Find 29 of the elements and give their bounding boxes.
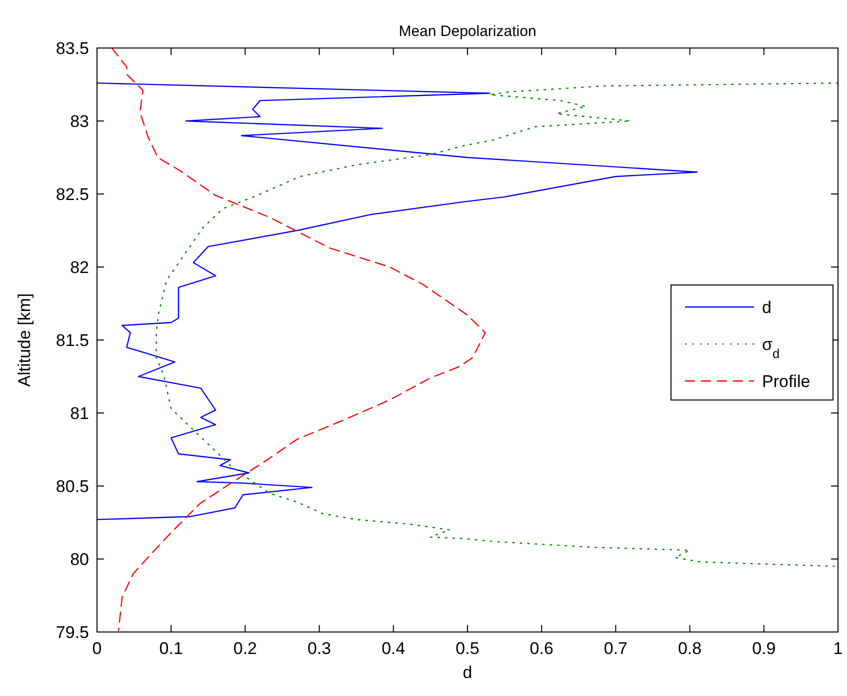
line-series xyxy=(156,82,839,567)
y-tick-label: 82 xyxy=(70,258,89,277)
y-axis-title: Altitude [km] xyxy=(15,293,34,387)
x-tick-label: 0.2 xyxy=(233,639,258,658)
y-tick-label: 83 xyxy=(70,112,89,131)
x-tick-label: 0.5 xyxy=(456,639,480,658)
x-tick-label: 0.8 xyxy=(678,639,702,658)
y-tick-label: 81 xyxy=(70,404,89,423)
y-tick-label: 80.5 xyxy=(56,477,89,496)
x-tick-label: 1 xyxy=(833,639,843,658)
x-tick-label: 0.7 xyxy=(604,639,628,658)
x-tick-label: 0.9 xyxy=(752,639,776,658)
line-series xyxy=(96,82,698,520)
x-tick-label: 0.1 xyxy=(159,639,183,658)
chart-title: Mean Depolarization xyxy=(398,23,536,40)
line-series xyxy=(111,47,486,632)
x-axis-title: d xyxy=(462,663,472,682)
x-tick-label: 0.6 xyxy=(530,639,554,658)
x-tick-label: 0 xyxy=(92,639,102,658)
x-tick-label: 0.3 xyxy=(307,639,332,658)
y-tick-label: 79.5 xyxy=(56,623,89,642)
y-tick-label: 83.5 xyxy=(56,39,89,58)
y-tick-label: 82.5 xyxy=(56,185,89,204)
legend-label: σ$_{d}$ xyxy=(762,335,780,360)
legend-label: Profile xyxy=(762,372,810,391)
x-tick-label: 0.4 xyxy=(382,639,406,658)
y-tick-label: 80 xyxy=(70,550,89,569)
y-tick-label: 81.5 xyxy=(56,331,89,350)
legend-label: d xyxy=(762,298,772,317)
